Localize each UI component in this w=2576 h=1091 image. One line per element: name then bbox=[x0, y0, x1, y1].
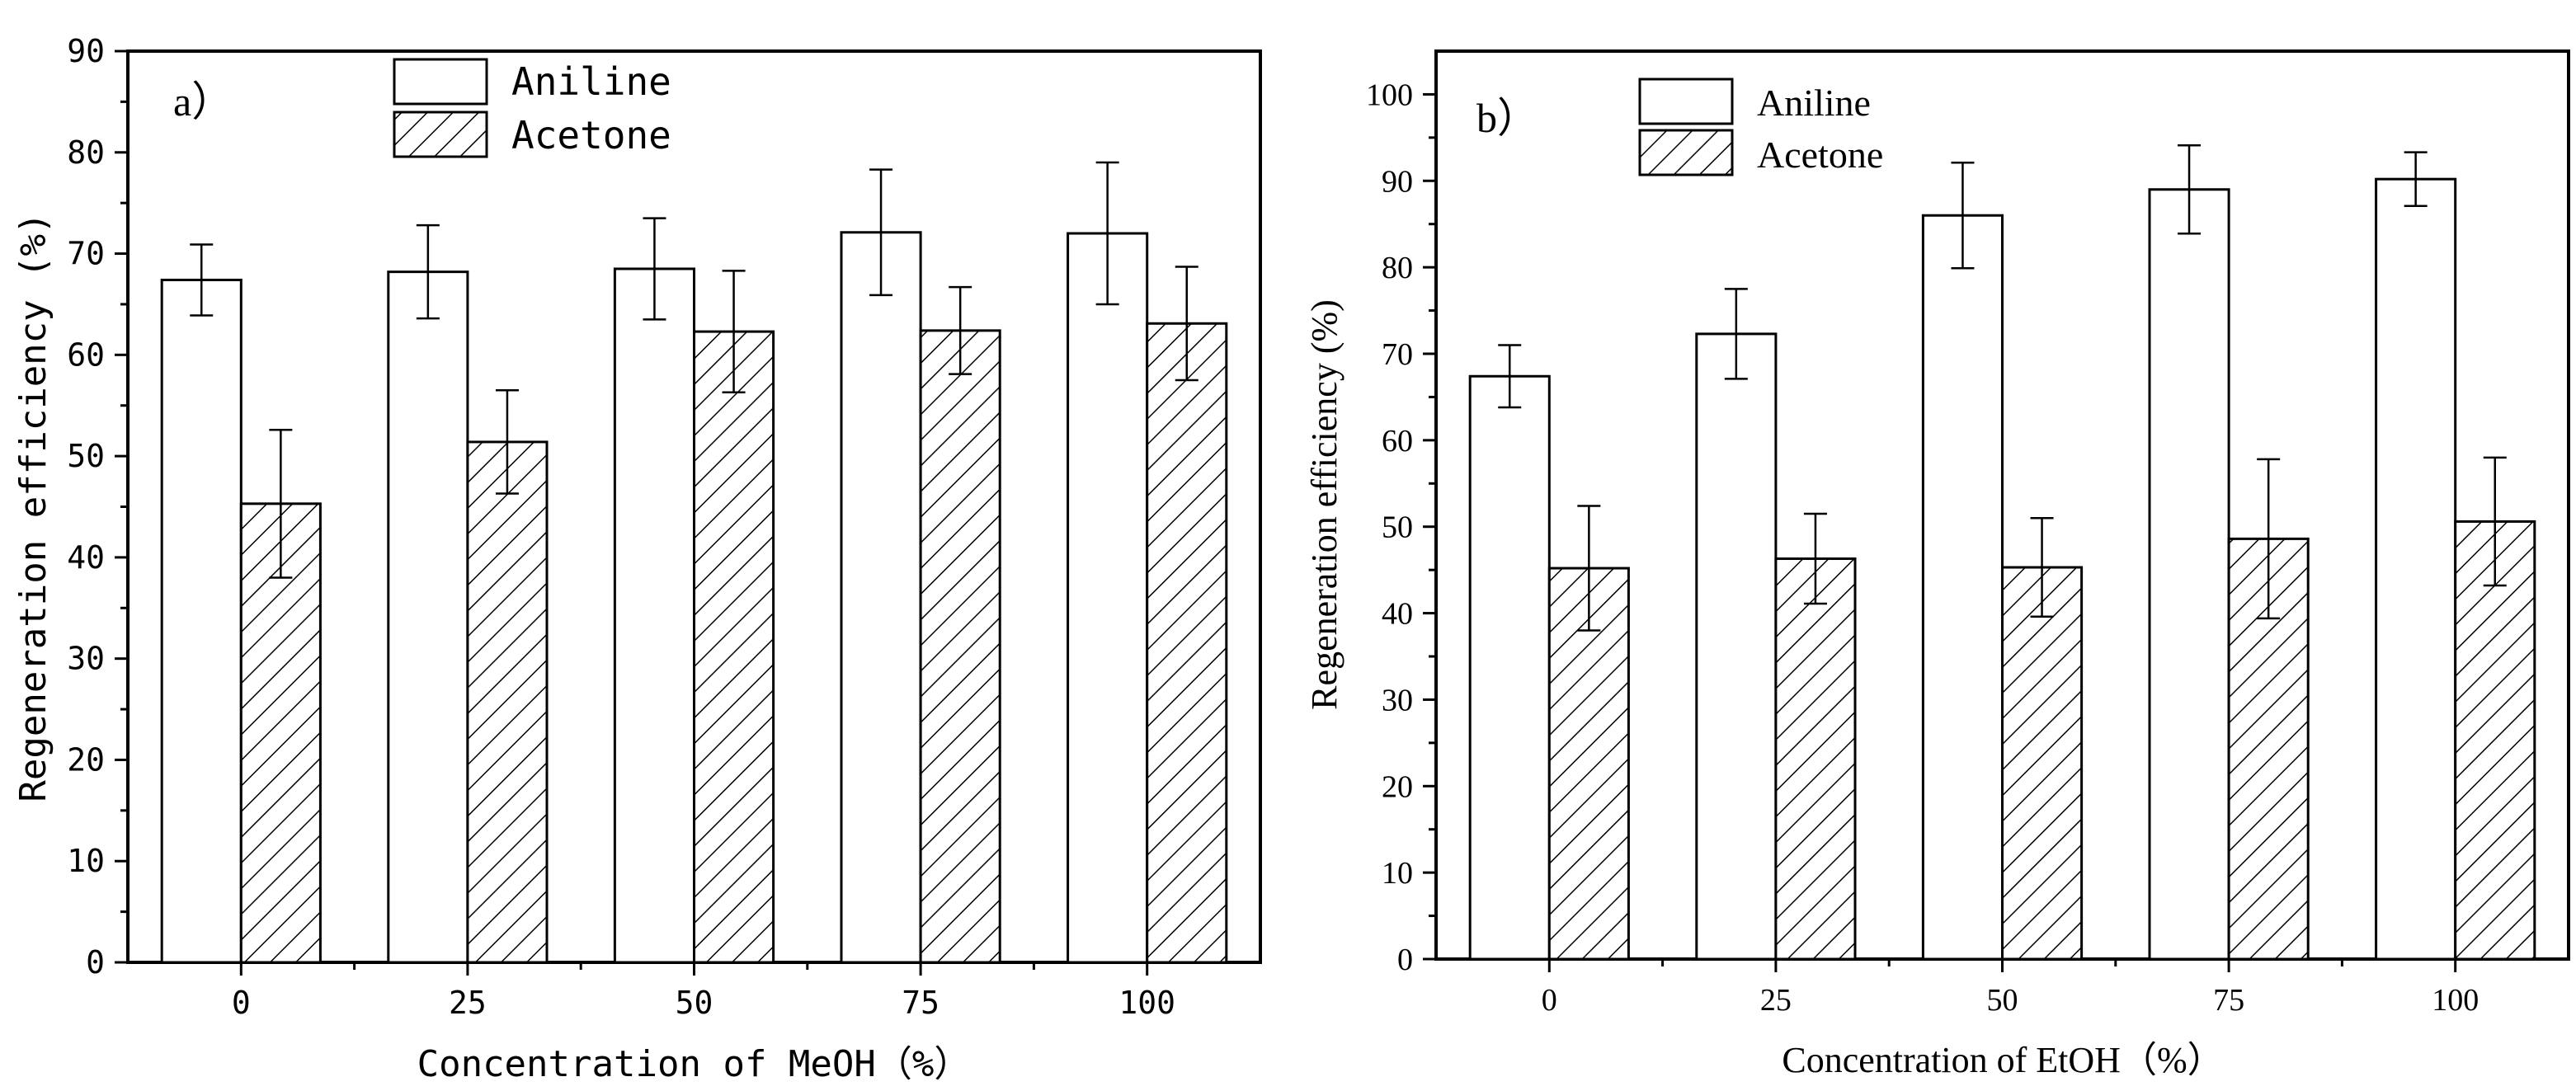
panel-a-bar-aniline-25 bbox=[387, 270, 469, 964]
panel-b-bar-aniline-100 bbox=[2375, 177, 2457, 961]
panel-b-bar-aniline-50 bbox=[1921, 214, 2004, 961]
panel-a-y-tick-label: 70 bbox=[67, 236, 105, 272]
panel-a-y-tick-label: 50 bbox=[67, 438, 105, 474]
panel-a-bars bbox=[160, 161, 1228, 964]
panel-a-y-tick-label: 30 bbox=[67, 641, 105, 677]
panel-a-bar-aniline-50 bbox=[613, 267, 696, 964]
panel-b-bar-acetone-25 bbox=[1774, 557, 1857, 961]
panel-b-y-tick-label: 10 bbox=[1382, 856, 1413, 891]
panel-a-legend: Aniline Acetone bbox=[393, 58, 671, 158]
panel-a-legend-swatch-aniline bbox=[393, 58, 488, 106]
panel-a-bar-acetone-0 bbox=[239, 502, 322, 964]
panel-a-legend-label-acetone: Acetone bbox=[511, 113, 671, 158]
panel-b-y-tick-label: 40 bbox=[1382, 597, 1413, 632]
panel-a-label: a） bbox=[173, 78, 233, 125]
panel-a-y-tick-label: 80 bbox=[67, 134, 105, 171]
panel-a-bar-acetone-100 bbox=[1146, 322, 1228, 964]
panel-a-legend-swatch-acetone bbox=[393, 111, 488, 158]
panel-b-x-tick-label: 50 bbox=[1987, 983, 2018, 1018]
panel-b-x-axis: 0 25 50 75 100 bbox=[1542, 959, 2479, 1018]
panel-b-bar-acetone-50 bbox=[2001, 566, 2084, 961]
panel-b-bars bbox=[1468, 144, 2536, 961]
panel-b-bar-aniline-25 bbox=[1695, 332, 1778, 961]
panel-a-y-tick-label: 90 bbox=[67, 33, 105, 69]
panel-b-x-axis-title: Concentration of EtOH（%） bbox=[1782, 1040, 2223, 1080]
panel-a-x-tick-label: 50 bbox=[676, 985, 713, 1021]
panel-a-chart: 0 10 20 30 40 50 60 70 80 90 0 25 50 75 100 a） Anilin… bbox=[12, 33, 1262, 1085]
panel-b-y-tick-label: 50 bbox=[1382, 510, 1413, 545]
panel-a-y-axis-title: Regeneration efficiency (%) bbox=[12, 212, 54, 802]
panel-a-x-tick-label: 25 bbox=[449, 985, 487, 1021]
panel-a-y-tick-label: 40 bbox=[67, 539, 105, 576]
panel-b-y-axis-title: Regeneration efficiency (%) bbox=[1304, 299, 1345, 710]
panel-a-y-tick-label: 10 bbox=[67, 843, 105, 879]
panel-a-bar-aniline-100 bbox=[1067, 232, 1149, 964]
panel-b-bar-aniline-0 bbox=[1468, 374, 1551, 961]
panel-b-bar-aniline-75 bbox=[2148, 188, 2230, 961]
panel-b-x-tick-label: 0 bbox=[1542, 983, 1557, 1018]
panel-a-x-axis-title: Concentration of MeOH（%） bbox=[417, 1043, 971, 1085]
panel-a-bar-aniline-75 bbox=[840, 231, 922, 964]
panel-b-y-tick-label: 30 bbox=[1382, 683, 1413, 717]
panel-b-y-tick-label: 90 bbox=[1382, 164, 1413, 199]
panel-b-chart: 0 10 20 30 40 50 60 70 80 90 100 0 25 50 75 100 b） Ani… bbox=[1304, 49, 2570, 1080]
panel-b-y-tick-label: 100 bbox=[1366, 78, 1413, 112]
panel-a-x-tick-label: 0 bbox=[232, 985, 251, 1021]
panel-b-x-tick-label: 25 bbox=[1760, 983, 1792, 1018]
panel-a-y-tick-label: 20 bbox=[67, 741, 105, 778]
panel-a-x-tick-label: 100 bbox=[1118, 985, 1175, 1021]
panel-b-y-tick-label: 20 bbox=[1382, 769, 1413, 804]
panel-b-y-tick-label: 0 bbox=[1397, 943, 1413, 977]
panel-b-bar-acetone-100 bbox=[2454, 520, 2536, 961]
panel-b-x-tick-label: 100 bbox=[2432, 983, 2479, 1018]
panel-b-legend-label-acetone: Acetone bbox=[1757, 134, 1883, 176]
panel-a-x-axis: 0 25 50 75 100 bbox=[232, 962, 1175, 1021]
panel-b-label: b） bbox=[1476, 95, 1538, 141]
panel-a-bar-aniline-0 bbox=[160, 278, 243, 964]
panel-b-legend-label-aniline: Aniline bbox=[1757, 82, 1871, 124]
panel-a-bar-acetone-50 bbox=[693, 330, 775, 964]
panel-a-bar-acetone-25 bbox=[466, 440, 549, 964]
panel-b-legend: Aniline Acetone bbox=[1638, 78, 1883, 176]
panel-b-y-axis: 0 10 20 30 40 50 60 70 80 90 100 bbox=[1366, 78, 1436, 977]
panel-b-x-tick-label: 75 bbox=[2213, 983, 2244, 1018]
panel-a-y-axis: 0 10 20 30 40 50 60 70 80 90 bbox=[67, 33, 128, 980]
panel-b-legend-swatch-aniline bbox=[1638, 78, 1734, 125]
panel-b-y-tick-label: 80 bbox=[1382, 251, 1413, 285]
panel-b-y-tick-label: 70 bbox=[1382, 337, 1413, 372]
panel-a-y-tick-label: 0 bbox=[86, 944, 105, 980]
panel-a-bar-acetone-75 bbox=[919, 329, 1001, 964]
panel-b-y-tick-label: 60 bbox=[1382, 424, 1413, 459]
panel-a-x-tick-label: 75 bbox=[902, 985, 940, 1021]
panel-a-legend-label-aniline: Aniline bbox=[511, 59, 671, 104]
panel-b-legend-swatch-acetone bbox=[1638, 129, 1734, 176]
panel-b-bar-acetone-0 bbox=[1547, 567, 1630, 961]
panel-a-y-tick-label: 60 bbox=[67, 336, 105, 373]
